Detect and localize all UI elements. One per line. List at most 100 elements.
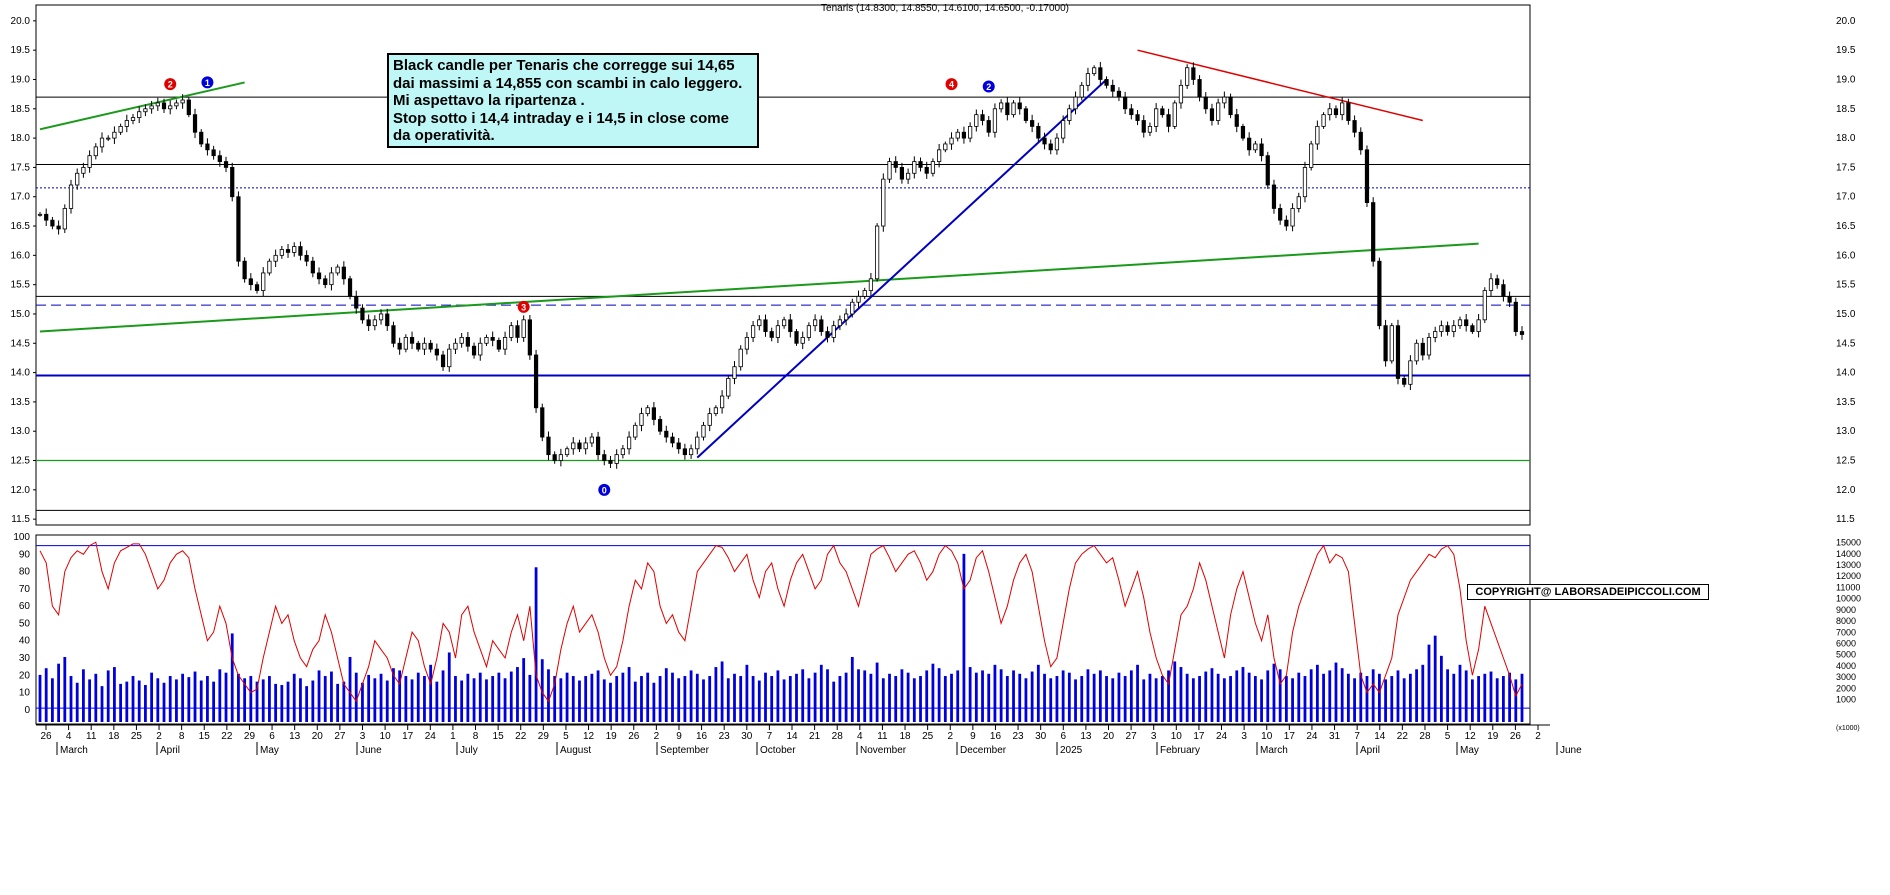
volume-tick: 6000 (1836, 639, 1856, 649)
volume-bar (212, 681, 216, 722)
month-label: April (160, 745, 180, 756)
candle-body (564, 448, 570, 456)
volume-bar (757, 680, 761, 722)
candle-body (1222, 96, 1227, 104)
candle-body (1513, 301, 1518, 332)
trendlines (39, 49, 1479, 459)
volume-bar (218, 669, 222, 722)
candle-body (571, 442, 576, 450)
date-tick: 16 (990, 731, 1002, 742)
candle-body (1371, 202, 1376, 262)
volume-bar (1210, 668, 1214, 722)
volume-bar (578, 680, 581, 722)
date-tick: 20 (312, 731, 324, 742)
price-tick-right: 20.0 (1836, 16, 1856, 27)
month-label: April (1360, 745, 1380, 756)
volume-bar (1216, 673, 1220, 722)
volume-bar (423, 676, 426, 722)
volume-bar (206, 676, 209, 722)
candle-body (961, 131, 967, 139)
candle-body (149, 105, 154, 110)
month-label: July (460, 745, 478, 756)
candle-body (819, 319, 824, 332)
price-tick-right: 14.5 (1836, 338, 1856, 349)
volume-bar (1402, 678, 1406, 722)
candle-body (546, 436, 551, 456)
volume-bar (1502, 676, 1505, 722)
candle-body (657, 419, 663, 432)
volume-bar (671, 672, 674, 722)
candle-body (881, 178, 886, 227)
oscillator-tick: 90 (19, 549, 31, 560)
volume-bar (553, 676, 557, 722)
candle-body (1166, 114, 1171, 127)
volume-bar (57, 663, 60, 722)
date-tick: 6 (269, 731, 275, 742)
volume-bar (497, 672, 501, 722)
volume-bar (522, 658, 526, 722)
candle-body (1501, 284, 1506, 297)
candle-body (1482, 290, 1487, 321)
price-tick-left: 16.0 (11, 250, 31, 261)
candle-body (168, 105, 173, 110)
date-tick: 7 (1354, 731, 1360, 742)
wave-marker (201, 76, 214, 89)
candle-body (354, 295, 359, 309)
candle-body (199, 131, 204, 145)
candle-body (261, 272, 266, 291)
candle-body (868, 278, 874, 291)
candle-body (403, 337, 408, 350)
candle-body (1092, 67, 1097, 75)
oscillator-tick: 0 (24, 705, 30, 716)
volume-bar (125, 681, 129, 722)
volume-bar (1284, 676, 1288, 722)
volume-bar (1291, 678, 1294, 722)
volume-bar (869, 673, 873, 722)
panel-frames (35, 4, 1531, 725)
candle-body (360, 307, 365, 321)
candle-body (626, 436, 632, 450)
candle-body (347, 278, 353, 297)
candle-body (366, 319, 371, 327)
candle-body (1247, 137, 1252, 151)
volume-bar (788, 676, 792, 722)
candle-body (211, 149, 216, 157)
candle-body (1395, 325, 1401, 379)
volume-bar (714, 667, 718, 722)
candle-body (1160, 108, 1165, 116)
volume-bar (534, 567, 538, 722)
candle-body (664, 430, 669, 438)
candle-body (316, 272, 322, 280)
candle-body (453, 342, 458, 350)
date-tick: 31 (1329, 731, 1341, 742)
date-tick: 11 (86, 731, 97, 742)
volume-bar (1359, 672, 1363, 722)
candle-body (1172, 102, 1177, 127)
volume-bar (683, 676, 687, 722)
candle-body (943, 143, 948, 151)
volume-bar (1371, 669, 1375, 722)
candle-body (1147, 125, 1153, 133)
candle-body (515, 325, 520, 338)
volume-bar (1191, 678, 1195, 722)
volume-bar (472, 678, 476, 722)
candle-body (155, 102, 160, 107)
volume-bar (770, 676, 774, 722)
annotation-box: Black candle per Tenaris che corregge su… (387, 53, 759, 148)
price-tick-right: 16.5 (1836, 221, 1856, 232)
volume-bar (857, 669, 860, 722)
price-tick-left: 20.0 (11, 16, 31, 27)
volume-bar (813, 672, 817, 722)
candle-body (459, 337, 464, 344)
volume-bar (956, 670, 960, 722)
volume-bar (646, 672, 650, 722)
candle-body (719, 395, 725, 409)
price-tick-right: 15.5 (1836, 280, 1856, 291)
candle-body (1389, 325, 1394, 362)
volume-bar (652, 682, 656, 722)
volume-bar (1421, 664, 1425, 722)
date-tick: 25 (922, 731, 934, 742)
volume-bar (348, 656, 352, 722)
volume-tick: 7000 (1836, 627, 1856, 637)
volume-bar (404, 676, 408, 722)
